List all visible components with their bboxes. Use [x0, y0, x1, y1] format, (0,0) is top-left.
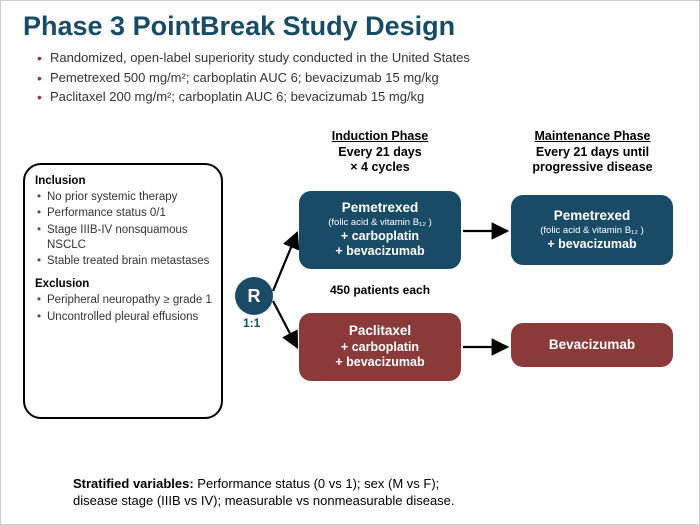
slide-title: Phase 3 PointBreak Study Design	[1, 1, 699, 48]
arm-b-induction: Paclitaxel + carboplatin + bevacizumab	[299, 313, 461, 381]
arm-a-induction: Pemetrexed (folic acid & vitamin B₁₂ ) +…	[299, 191, 461, 269]
top-bullets: Randomized, open-label superiority study…	[1, 48, 699, 107]
arm-a-maintenance: Pemetrexed (folic acid & vitamin B₁₂ ) +…	[511, 195, 673, 265]
bullet-1: Randomized, open-label superiority study…	[37, 48, 699, 68]
arm-b-maintenance: Bevacizumab	[511, 323, 673, 367]
study-diagram: Induction Phase Every 21 days × 4 cycles…	[1, 123, 700, 463]
bullet-3: Paclitaxel 200 mg/m²; carboplatin AUC 6;…	[37, 87, 699, 107]
n-per-arm: 450 patients each	[314, 283, 446, 297]
stratified-variables: Stratified variables: Performance status…	[73, 475, 643, 510]
bullet-2: Pemetrexed 500 mg/m²; carboplatin AUC 6;…	[37, 68, 699, 88]
